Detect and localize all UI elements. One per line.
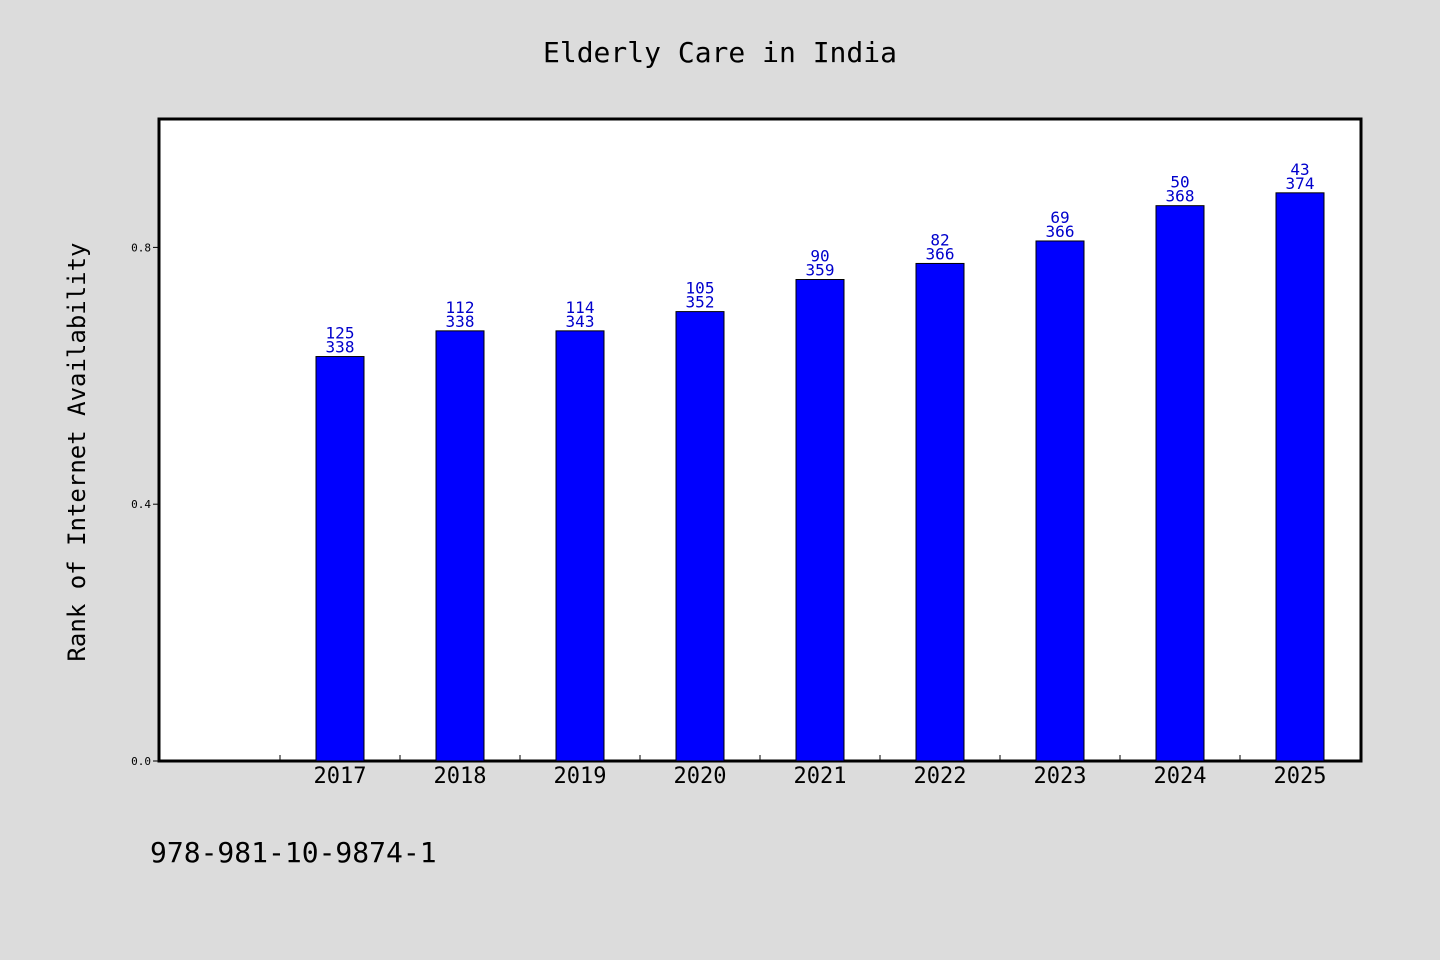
bar xyxy=(1155,205,1205,762)
x-tick-label: 2022 xyxy=(914,764,967,789)
bar-label-top: 90 xyxy=(810,247,829,266)
bar-label-bottom: 366 xyxy=(1046,222,1075,241)
bar xyxy=(435,330,485,762)
bar-labels-group: 1253381123381143431053529035982366693665… xyxy=(326,160,1315,357)
bar xyxy=(915,262,965,762)
bar-label-bottom: 368 xyxy=(1166,187,1195,206)
bar-label-top: 50 xyxy=(1170,173,1189,192)
bars-group xyxy=(315,192,1325,762)
x-tick-label: 2020 xyxy=(674,764,727,789)
bar-label-bottom: 359 xyxy=(806,261,835,280)
y-tick-label: 0.0 xyxy=(131,755,151,768)
x-axis: 2017 2018 2019 2020 2021 2022 2023 2024 2025 xyxy=(279,755,1327,789)
bar-label-top: 114 xyxy=(566,298,595,317)
x-tick-label: 2024 xyxy=(1154,764,1207,789)
bar-label-top: 112 xyxy=(446,298,475,317)
bar-label-bottom: 374 xyxy=(1286,174,1315,193)
bar xyxy=(675,311,725,762)
bar xyxy=(315,356,365,762)
y-tick-label: 0.8 xyxy=(131,241,151,254)
x-tick-label: 2017 xyxy=(314,764,367,789)
bar-label-bottom: 366 xyxy=(926,244,955,263)
bar-label-bottom: 343 xyxy=(566,312,595,331)
y-tick-label: 0.4 xyxy=(131,498,151,511)
bar-label-top: 125 xyxy=(326,324,355,343)
bar xyxy=(1035,240,1085,762)
bar xyxy=(1275,192,1325,762)
chart-title: Elderly Care in India xyxy=(543,36,897,69)
x-tick-label: 2025 xyxy=(1274,764,1327,789)
bar-label-top: 105 xyxy=(686,279,715,298)
isbn-label: 978-981-10-9874-1 xyxy=(150,836,437,869)
bar-label-bottom: 338 xyxy=(326,338,355,357)
x-tick-label: 2018 xyxy=(434,764,487,789)
x-tick-label: 2021 xyxy=(794,764,847,789)
bar xyxy=(795,279,845,762)
x-tick-label: 2023 xyxy=(1034,764,1087,789)
bar-label-top: 43 xyxy=(1290,160,1309,179)
y-axis: 0.0 0.4 0.8 xyxy=(131,241,159,768)
bar-label-bottom: 338 xyxy=(446,312,475,331)
x-tick-label: 2019 xyxy=(554,764,607,789)
y-axis-label: Rank of Internet Availability xyxy=(63,242,91,661)
bar-label-bottom: 352 xyxy=(686,293,715,312)
bar-label-top: 69 xyxy=(1050,208,1069,227)
bar xyxy=(555,330,605,762)
bar-label-top: 82 xyxy=(930,230,949,249)
